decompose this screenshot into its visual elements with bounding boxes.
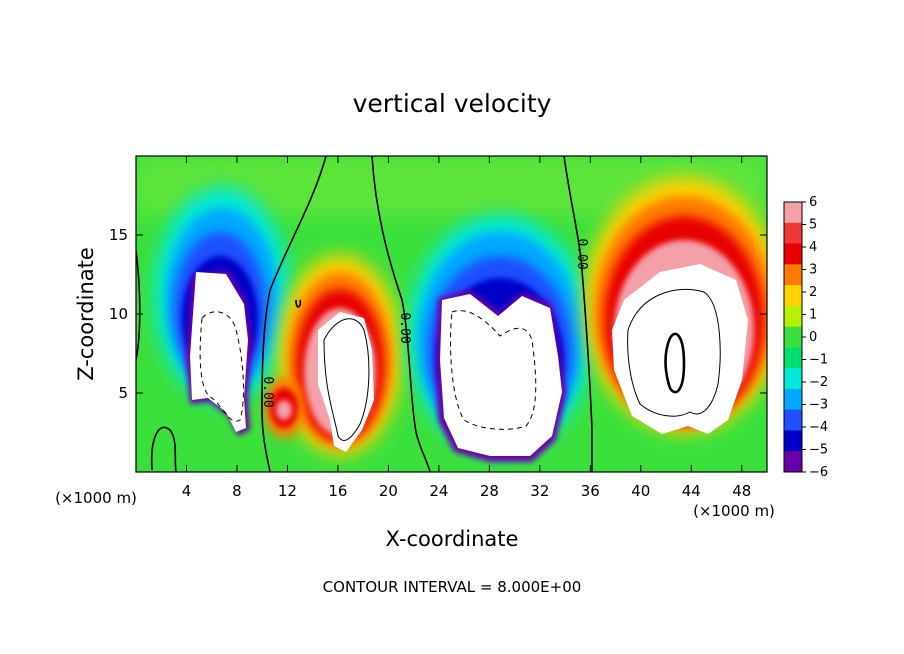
contour-interval-note: CONTOUR INTERVAL = 8.000E+00	[323, 578, 582, 596]
x-tick-label-3: 16	[328, 482, 347, 500]
colorbar-label-9: −3	[809, 398, 828, 413]
colorbar-swatch-7	[784, 347, 802, 369]
x-tick-label-9: 40	[631, 482, 650, 500]
colorbar-swatch-3	[784, 264, 802, 286]
colorbar-label-12: −6	[809, 465, 828, 480]
x-tick-label-0: 4	[182, 482, 192, 500]
contour-label-2: 0.00	[397, 312, 412, 343]
colorbar-swatch-2	[784, 243, 802, 265]
x-tick-label-1: 8	[232, 482, 242, 500]
x-tick-label-8: 36	[581, 482, 600, 500]
colorbar-swatch-11	[784, 430, 802, 452]
x-tick-label-10: 44	[682, 482, 701, 500]
plot-field	[136, 156, 767, 472]
colorbar-label-0: 6	[809, 195, 817, 210]
colorbar-swatch-12	[784, 451, 802, 473]
colorbar-swatch-4	[784, 285, 802, 307]
x-axis-ticks: 4 8 12 16 20 24 28 32 36 40 44 48	[182, 156, 751, 500]
colorbar-swatch-6	[784, 326, 802, 348]
zero-contours	[136, 156, 593, 472]
colorbar-label-1: 5	[809, 218, 817, 233]
updraft-2	[584, 177, 767, 434]
y-axis-label: Z-coordinate	[74, 247, 98, 381]
colorbar-label-11: −5	[809, 443, 828, 458]
colorbar-label-10: −4	[809, 420, 828, 435]
x-unit-label-left: (×1000 m)	[55, 489, 137, 507]
y-tick-label-0: 5	[118, 384, 128, 402]
y-tick-label-2: 15	[109, 226, 128, 244]
y-axis-ticks: 5 10 15	[109, 226, 767, 402]
contour-label-3: 0.00	[574, 238, 589, 269]
colorbar-swatch-9	[784, 388, 802, 411]
colorbar-swatch-10	[784, 409, 802, 431]
contour-label-1: 0.00	[260, 376, 275, 407]
negative-contours	[199, 310, 537, 430]
colorbar-label-7: −1	[809, 353, 828, 368]
y-tick-label-1: 10	[109, 305, 128, 323]
colorbar-label-3: 3	[809, 263, 817, 278]
x-tick-label-11: 48	[732, 482, 751, 500]
colorbar-swatch-0	[784, 202, 802, 224]
downdraft-2	[408, 215, 592, 462]
chart-title: vertical velocity	[353, 89, 552, 118]
colorbar-label-8: −2	[809, 375, 828, 390]
positive-contours	[323, 288, 721, 441]
downdraft-1	[154, 187, 290, 436]
x-tick-label-4: 20	[379, 482, 398, 500]
colorbar-swatch-8	[784, 368, 802, 390]
updraft-small	[264, 378, 304, 438]
x-axis-label: X-coordinate	[386, 527, 519, 551]
colorbar-label-5: 1	[809, 308, 817, 323]
x-tick-label-5: 24	[429, 482, 448, 500]
max-contour	[664, 332, 686, 394]
colorbar-swatch-1	[784, 222, 802, 245]
colorbar-label-2: 4	[809, 240, 817, 255]
colorbar-swatch-5	[784, 305, 802, 328]
x-tick-label-2: 12	[278, 482, 297, 500]
colorbar-label-4: 2	[809, 285, 817, 300]
x-tick-label-6: 28	[480, 482, 499, 500]
colorbar: 6 5 4 3 2 1 0 −1 −2 −3 −4 −5 −6	[783, 195, 828, 480]
x-tick-label-7: 32	[530, 482, 549, 500]
x-unit-label-right: (×1000 m)	[693, 502, 775, 520]
colorbar-label-6: 0	[809, 330, 817, 345]
